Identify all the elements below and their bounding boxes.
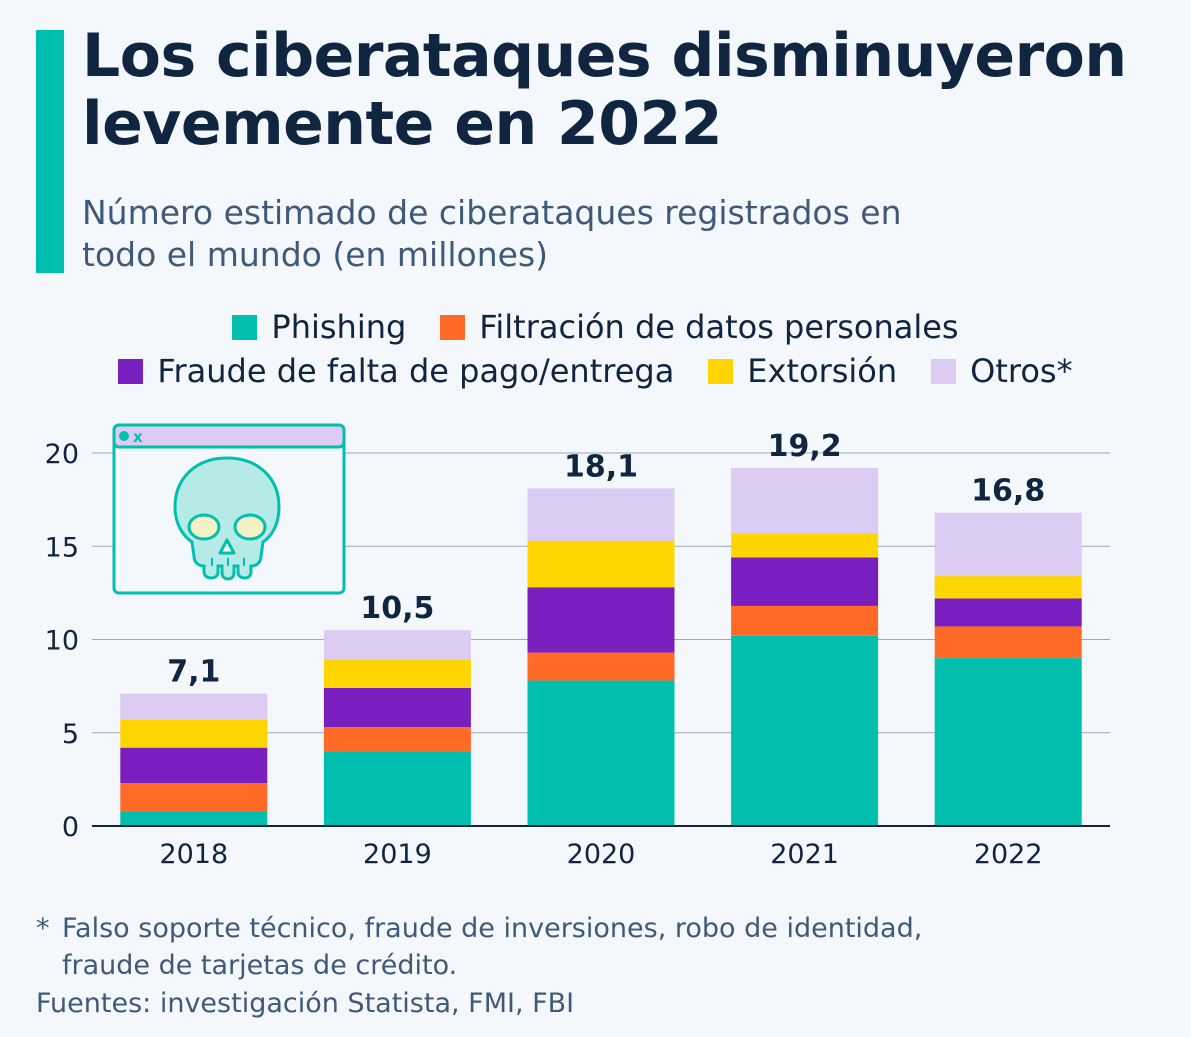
y-tick-label: 5 (62, 719, 79, 750)
chart-title: Los ciberataques disminuyeron levemente … (82, 21, 1127, 159)
legend-swatch-fraude (118, 358, 144, 384)
y-tick-label: 10 (45, 626, 79, 657)
legend-label-extorsion: Extorsión (747, 352, 898, 390)
legend-item-phishing: Phishing (232, 308, 406, 346)
bar-2021-phishing (731, 635, 879, 826)
x-tick-label-2021: 2021 (770, 839, 839, 870)
x-tick-label-2022: 2022 (974, 839, 1043, 870)
footnote: * Falso soporte técnico, fraude de inver… (36, 910, 1166, 984)
legend-item-filtracion: Filtración de datos personales (440, 308, 959, 346)
y-tick-label: 0 (62, 812, 79, 843)
chart-subtitle: Número estimado de ciberataques registra… (82, 193, 902, 274)
bar-2018-extorsion (120, 719, 268, 748)
x-tick-label-2018: 2018 (159, 839, 228, 870)
bar-2021-filtracion (731, 605, 879, 636)
legend-label-filtracion: Filtración de datos personales (479, 308, 959, 346)
legend-swatch-phishing (232, 314, 258, 340)
bar-2021-otros (731, 467, 879, 534)
bar-2018-fraude (120, 747, 268, 784)
bar-2019-filtracion (323, 727, 471, 752)
bar-2022-otros (934, 512, 1082, 577)
y-tick-label: 15 (45, 532, 79, 563)
total-label-2019: 10,5 (360, 591, 434, 626)
total-label-2018: 7,1 (167, 655, 220, 690)
bar-2019-fraude (323, 687, 471, 728)
legend-row-2: Fraude de falta de pago/entrega Extorsió… (0, 349, 1191, 393)
total-label-2020: 18,1 (564, 449, 638, 484)
bar-2020-extorsion (527, 540, 675, 588)
source-note: Fuentes: investigación Statista, FMI, FB… (36, 988, 575, 1019)
bar-2020-fraude (527, 587, 675, 653)
legend-label-fraude: Fraude de falta de pago/entrega (157, 352, 675, 390)
bar-2019-otros (323, 630, 471, 661)
bar-2021-extorsion (731, 533, 879, 558)
bar-2022-filtracion (934, 626, 1082, 659)
footnote-line-1: Falso soporte técnico, fraude de inversi… (62, 913, 923, 944)
legend-label-phishing: Phishing (271, 308, 407, 346)
bar-2018-phishing (120, 811, 268, 826)
bar-2022-phishing (934, 658, 1082, 826)
window-close-mark: x (133, 428, 143, 446)
total-label-2021: 19,2 (768, 429, 842, 464)
footnote-marker: * (36, 913, 50, 944)
bar-2022-extorsion (934, 576, 1082, 599)
stacked-bar-chart: x 0 5 10 15 20 7,1 2018 10,5 2019 18,1 2020 19,2 202… (45, 423, 1110, 870)
footnote-line-2: fraude de tarjetas de crédito. (62, 950, 458, 981)
y-tick-label: 20 (45, 439, 79, 470)
bar-2022-fraude (934, 598, 1082, 627)
bar-2020-otros (527, 488, 675, 541)
legend-swatch-extorsion (708, 358, 734, 384)
bar-2018-filtracion (120, 783, 268, 812)
legend-item-extorsion: Extorsión (708, 352, 897, 390)
total-label-2022: 16,8 (971, 474, 1045, 509)
bar-2019-extorsion (323, 660, 471, 688)
skull-browser-window-icon: x (112, 423, 346, 595)
bar-2020-phishing (527, 680, 675, 826)
bar-2021-fraude (731, 557, 879, 606)
legend: Phishing Filtración de datos personales … (0, 305, 1191, 393)
x-tick-label-2020: 2020 (567, 839, 636, 870)
legend-row-1: Phishing Filtración de datos personales (0, 305, 1191, 349)
bar-2018-otros (120, 693, 268, 720)
legend-item-otros: Otros* (931, 352, 1073, 390)
legend-swatch-otros (931, 358, 957, 384)
bars (120, 467, 1082, 826)
bar-2019-phishing (323, 751, 471, 826)
legend-item-fraude: Fraude de falta de pago/entrega (118, 352, 674, 390)
legend-swatch-filtracion (440, 314, 466, 340)
accent-bar (36, 30, 64, 273)
bar-2020-filtracion (527, 652, 675, 681)
labels: 0 5 10 15 20 7,1 2018 10,5 2019 18,1 2020 19,2 2021 1… (45, 429, 1046, 870)
x-tick-label-2019: 2019 (363, 839, 432, 870)
legend-label-otros: Otros* (970, 352, 1073, 390)
